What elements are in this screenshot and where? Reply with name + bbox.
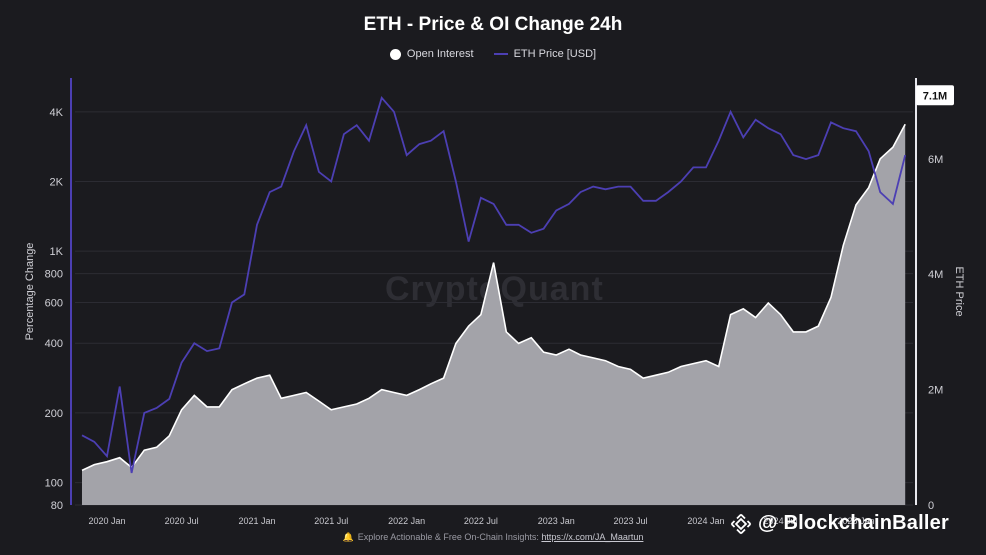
y-right-tick-label: 2M	[928, 385, 943, 397]
open-interest-marker-icon	[389, 48, 401, 60]
x-tick-label: 2022 Jul	[464, 516, 498, 526]
y-right-tick-label: 0	[928, 500, 934, 512]
x-tick-label: 2021 Jan	[239, 516, 276, 526]
y-left-tick-label: 100	[45, 478, 63, 490]
x-tick-label: 2022 Jan	[388, 516, 425, 526]
legend-label-eth-price: ETH Price [USD]	[513, 48, 597, 60]
y-right-tick-label: 6M	[928, 154, 943, 166]
x-tick-label: 2024 Jan	[687, 516, 724, 526]
watermark-text: @ BlockchainBaller	[758, 512, 949, 534]
y-left-tick-label: 800	[45, 269, 63, 281]
open-interest-line	[81, 123, 906, 472]
bell-icon: 🔔	[342, 532, 354, 542]
footer: 🔔 Explore Actionable & Free On-Chain Insi…	[0, 532, 986, 543]
y-left-tick-label: 600	[45, 297, 63, 309]
y-left-tick-label: 1K	[50, 246, 64, 258]
watermark: @ BlockchainBaller	[730, 512, 949, 535]
legend-item-open-interest[interactable]: Open Interest	[389, 48, 474, 60]
y-left-tick-label: 4K	[50, 107, 64, 119]
legend-label-open-interest: Open Interest	[406, 48, 474, 60]
x-tick-label: 2023 Jan	[538, 516, 575, 526]
y-left-tick-label: 80	[51, 500, 63, 512]
chart-title: ETH - Price & OI Change 24h	[363, 14, 623, 35]
last-value-label: 7.1M	[923, 90, 947, 102]
y-right-axis-title: ETH Price	[953, 266, 965, 316]
x-tick-label: 2020 Jan	[88, 516, 125, 526]
eth-price-line	[81, 95, 907, 474]
x-tick-label: 2021 Jul	[314, 516, 348, 526]
footer-text: Explore Actionable & Free On-Chain Insig…	[357, 532, 542, 542]
last-value-tag	[916, 85, 954, 106]
legend-item-eth-price[interactable]: ETH Price [USD]	[493, 48, 597, 60]
legend: Open Interest ETH Price [USD]	[0, 48, 986, 60]
eth-price-line-icon	[493, 53, 508, 55]
y-left-tick-label: 200	[45, 408, 63, 420]
x-tick-label: 2023 Jul	[614, 516, 648, 526]
y-left-axis-title: Percentage Change	[24, 243, 36, 341]
x-tick-label: 2020 Jul	[165, 516, 199, 526]
y-right-tick-label: 4M	[928, 269, 943, 281]
open-interest-area	[81, 124, 906, 505]
binance-logo-icon	[730, 513, 752, 534]
x-tick-label: 2025 Jan	[837, 516, 874, 526]
y-left-tick-label: 400	[45, 338, 63, 350]
footer-link[interactable]: https://x.com/JA_Maartun	[541, 532, 644, 542]
x-tick-label: 2024 Jul	[764, 516, 798, 526]
y-left-tick-label: 2K	[50, 176, 64, 188]
